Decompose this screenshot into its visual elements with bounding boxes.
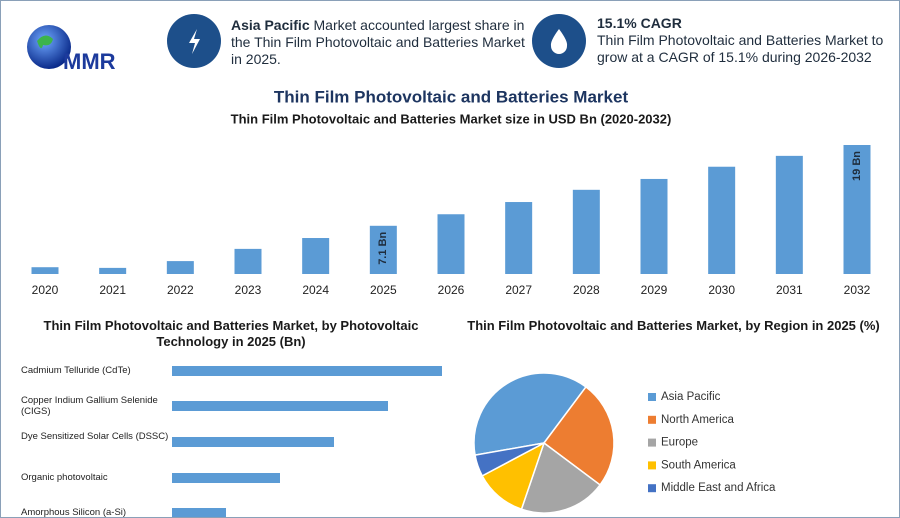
- card-text: Thin Film Photovoltaic and Batteries Mar…: [597, 32, 884, 65]
- pie-slice: [520, 441, 602, 514]
- legend-label: South America: [661, 459, 736, 471]
- x-tick-label: 2021: [99, 283, 126, 297]
- value-label: 19 Bn: [851, 151, 863, 181]
- bar: [843, 145, 871, 274]
- x-tick-label: 2026: [438, 283, 465, 297]
- chart-title: Thin Film Photovoltaic and Batteries Mar…: [467, 318, 880, 333]
- x-tick-label: 2023: [235, 283, 262, 297]
- y-tick-label: Organic photovoltaic: [21, 472, 108, 483]
- bar: [99, 267, 127, 274]
- bar: [172, 473, 280, 483]
- x-tick-label: 2024: [302, 283, 329, 297]
- bar: [172, 508, 226, 517]
- bar: [234, 248, 262, 274]
- bar: [572, 189, 600, 274]
- legend-swatch: [648, 461, 656, 470]
- bar: [640, 178, 668, 274]
- card-bold: Asia Pacific: [231, 17, 310, 33]
- value-label: 7.1 Bn: [377, 232, 389, 265]
- x-tick-label: 2032: [844, 283, 871, 297]
- bar: [31, 267, 59, 274]
- legend-swatch: [648, 415, 656, 424]
- bar: [369, 225, 397, 274]
- pie-slice: [473, 372, 587, 457]
- card-asia: Asia Pacific Market accounted largest sh…: [231, 17, 531, 68]
- x-tick-label: 2029: [641, 283, 668, 297]
- card-text: Market accounted largest share in the Th…: [231, 17, 525, 67]
- bar: [172, 437, 334, 447]
- bar: [437, 214, 465, 274]
- bolt: [189, 29, 200, 54]
- x-tick-label: 2027: [505, 283, 532, 297]
- logo-text: MMR: [63, 49, 116, 74]
- x-tick-label: 2020: [32, 283, 59, 297]
- legend-label: Europe: [661, 437, 698, 449]
- card-title: 15.1% CAGR: [597, 15, 682, 31]
- x-tick-label: 2022: [167, 283, 194, 297]
- bar: [505, 202, 533, 274]
- bar: [302, 238, 330, 274]
- legend-label: Asia Pacific: [661, 391, 721, 403]
- card-cagr: 15.1% CAGR Thin Film Photovoltaic and Bat…: [597, 15, 892, 66]
- bar: [708, 166, 736, 274]
- chart-title: Thin Film Photovoltaic and Batteries Mar…: [231, 111, 672, 126]
- y-tick-label: Copper Indium Gallium Selenide (CIGS): [21, 395, 158, 417]
- legend-swatch: [648, 484, 656, 493]
- x-tick-label: 2030: [708, 283, 735, 297]
- logo-globe: [27, 25, 71, 69]
- y-tick-label: Amorphous Silicon (a-Si): [21, 507, 127, 518]
- y-tick-label: Cadmium Telluride (CdTe): [21, 365, 131, 376]
- drop: [550, 29, 568, 54]
- pie-slice: [474, 442, 545, 477]
- legend-label: Middle East and Africa: [661, 482, 776, 494]
- legend-swatch: [648, 393, 656, 401]
- bar: [775, 155, 803, 274]
- x-tick-label: 2028: [573, 283, 600, 297]
- page-title: Thin Film Photovoltaic and Batteries Mar…: [274, 87, 629, 106]
- bar: [166, 261, 194, 274]
- x-tick-label: 2031: [776, 283, 803, 297]
- bar: [172, 366, 442, 376]
- legend-label: North America: [661, 414, 734, 426]
- chart-title: Thin Film Photovoltaic and Batteries Mar…: [43, 318, 419, 349]
- bar: [172, 401, 388, 411]
- logo-land: [37, 35, 53, 49]
- legend-swatch: [648, 438, 656, 447]
- y-tick-label: Dye Sensitized Solar Cells (DSSC): [21, 431, 169, 442]
- pie-slice: [542, 385, 615, 486]
- x-tick-label: 2025: [370, 283, 397, 297]
